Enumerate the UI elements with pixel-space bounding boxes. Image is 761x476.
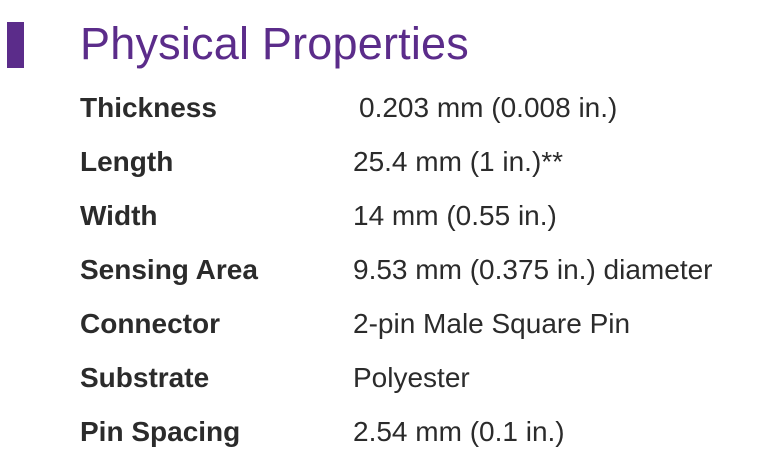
property-label: Width: [80, 200, 158, 231]
property-row-width: Width 14 mm (0.55 in.): [80, 189, 755, 243]
property-label: Sensing Area: [80, 254, 258, 285]
property-value: 25.4 mm (1 in.)**: [353, 146, 564, 177]
property-label: Thickness: [80, 92, 217, 123]
section-accent-bar: [7, 22, 24, 68]
property-value: 2-pin Male Square Pin: [353, 308, 631, 339]
property-label: Substrate: [80, 362, 210, 393]
property-row-pin-spacing: Pin Spacing 2.54 mm (0.1 in.): [80, 405, 755, 459]
property-label: Length: [80, 146, 174, 177]
property-row-sensing-area: Sensing Area 9.53 mm (0.375 in.) diamete…: [80, 243, 755, 297]
property-row-thickness: Thickness 0.203 mm (0.008 in.): [80, 81, 755, 135]
property-row-substrate: Substrate Polyester: [80, 351, 755, 405]
property-value: Polyester: [353, 362, 470, 393]
section-title: Physical Properties: [80, 18, 469, 69]
property-value: 0.203 mm (0.008 in.): [359, 92, 618, 123]
property-row-connector: Connector 2-pin Male Square Pin: [80, 297, 755, 351]
property-value: 14 mm (0.55 in.): [353, 200, 557, 231]
property-value: 9.53 mm (0.375 in.) diameter: [353, 254, 713, 285]
property-value: 2.54 mm (0.1 in.): [353, 416, 565, 447]
property-row-length: Length 25.4 mm (1 in.)**: [80, 135, 755, 189]
property-label: Pin Spacing: [80, 416, 241, 447]
properties-table: Thickness 0.203 mm (0.008 in.) Length 25…: [80, 81, 755, 459]
property-label: Connector: [80, 308, 220, 339]
